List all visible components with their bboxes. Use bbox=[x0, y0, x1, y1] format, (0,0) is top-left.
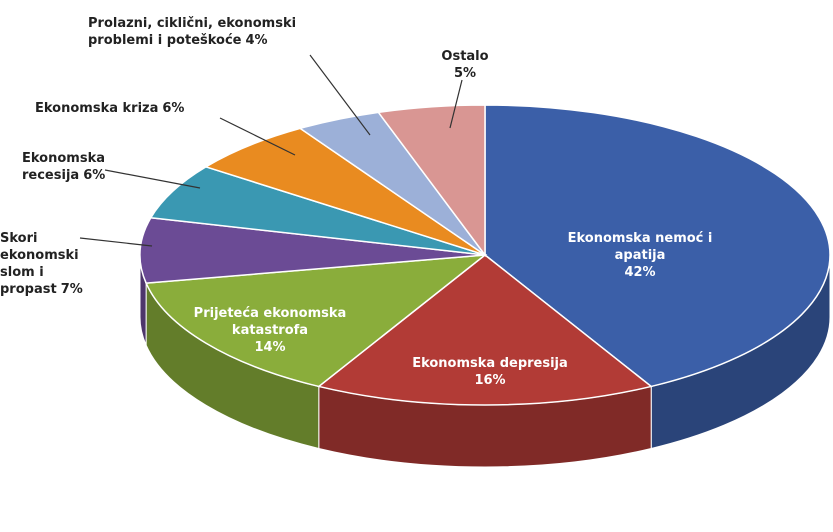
leader-line bbox=[309, 54, 371, 136]
value-label: 7% bbox=[60, 282, 83, 297]
pie-slice bbox=[484, 104, 831, 388]
slice-label: Prolazni, ciklični, ekonomski problemi i… bbox=[88, 15, 348, 49]
value-label: 42% bbox=[624, 265, 656, 280]
category-label: Skori ekonomski slom i propast bbox=[0, 231, 79, 297]
value-label: 6% bbox=[83, 168, 106, 183]
category-label: Ekonomska nemoć i apatija bbox=[567, 231, 713, 263]
pie-slice bbox=[377, 104, 486, 258]
slice-label: Ekonomska kriza 6% bbox=[35, 100, 235, 117]
leader-line bbox=[449, 79, 463, 129]
value-label: 14% bbox=[254, 340, 286, 355]
pie-slice bbox=[204, 127, 486, 256]
slice-label: Ekonomska nemoć i apatija 42% bbox=[555, 230, 725, 281]
leader-line bbox=[219, 117, 296, 156]
category-label: Ostalo bbox=[441, 49, 489, 64]
pie-slice bbox=[145, 254, 488, 388]
slice-label: Ekonomska depresija 16% bbox=[410, 355, 570, 389]
slice-label: Ostalo 5% bbox=[420, 48, 510, 82]
leader-line bbox=[104, 169, 201, 189]
pie-slice bbox=[139, 216, 486, 284]
value-label: 5% bbox=[453, 66, 477, 81]
category-label: Ekonomska kriza bbox=[35, 101, 159, 116]
value-label: 16% bbox=[474, 373, 506, 388]
pie-slice bbox=[149, 166, 486, 256]
leader-line bbox=[79, 237, 153, 247]
category-label: Ekonomska depresija bbox=[412, 356, 568, 371]
value-label: 6% bbox=[162, 101, 185, 116]
category-label: Prijeteća ekonomska katastrofa bbox=[193, 306, 347, 338]
value-label: 4% bbox=[245, 33, 268, 48]
slice-label: Skori ekonomski slom i propast 7% bbox=[0, 230, 90, 298]
category-label: Prolazni, ciklični, ekonomski problemi i… bbox=[88, 16, 297, 48]
slice-label: Ekonomska recesija 6% bbox=[22, 150, 132, 184]
category-label: Ekonomska recesija bbox=[22, 151, 105, 183]
pie-slice bbox=[317, 254, 653, 406]
slice-label: Prijeteća ekonomska katastrofa 14% bbox=[160, 305, 380, 356]
